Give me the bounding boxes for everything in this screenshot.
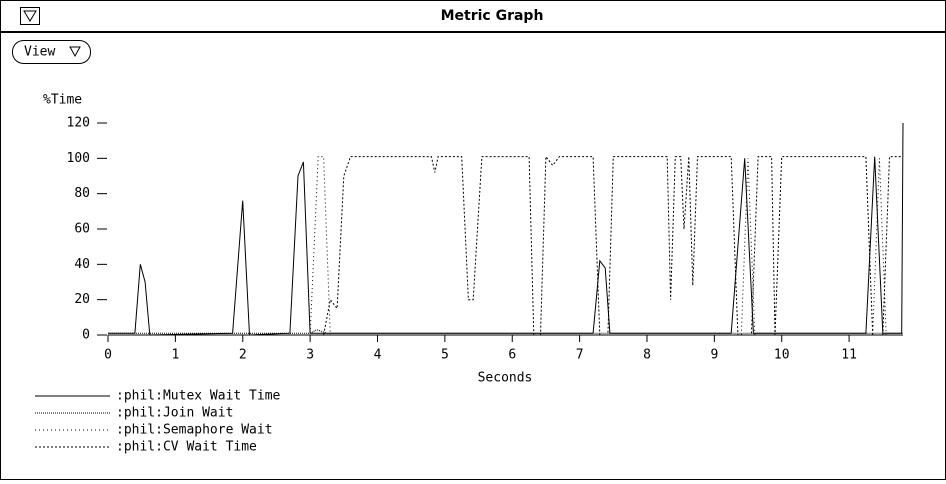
x-tick-label: 1 bbox=[171, 348, 179, 363]
x-tick-label: 2 bbox=[239, 348, 247, 363]
view-button-box bbox=[12, 40, 91, 64]
series-line bbox=[108, 156, 903, 336]
series-line bbox=[108, 155, 903, 336]
y-tick-label: 100 bbox=[67, 151, 90, 166]
window-title: Metric Graph bbox=[441, 8, 544, 24]
legend-label: :phil:Semaphore Wait bbox=[116, 423, 273, 438]
view-button-icon bbox=[69, 46, 81, 58]
x-tick-label: 6 bbox=[508, 348, 516, 363]
x-tick-label: 5 bbox=[441, 348, 449, 363]
y-tick-label: 0 bbox=[82, 328, 90, 343]
x-tick-label: 10 bbox=[774, 348, 790, 363]
x-tick-label: 4 bbox=[374, 348, 382, 363]
y-tick-label: 80 bbox=[74, 186, 90, 201]
legend-label: :phil:Join Wait bbox=[116, 406, 233, 421]
y-tick-label: 40 bbox=[74, 257, 90, 272]
window-menu-box bbox=[20, 7, 40, 25]
x-tick-label: 8 bbox=[643, 348, 651, 363]
legend-label: :phil:Mutex Wait Time bbox=[116, 389, 281, 404]
y-tick-label: 20 bbox=[74, 292, 90, 307]
y-tick-label: 120 bbox=[67, 116, 90, 131]
y-tick-label: 60 bbox=[74, 222, 90, 237]
window-menu-icon bbox=[23, 10, 37, 22]
series-line bbox=[108, 329, 903, 334]
x-tick-label: 0 bbox=[104, 348, 112, 363]
legend-label: :phil:CV Wait Time bbox=[116, 440, 257, 455]
y-axis-label: %Time bbox=[43, 93, 82, 108]
series-line bbox=[108, 122, 904, 336]
x-axis-label: Seconds bbox=[478, 371, 533, 386]
window-menu[interactable] bbox=[20, 7, 40, 25]
view-button[interactable]: View bbox=[12, 40, 91, 64]
x-tick-label: 7 bbox=[576, 348, 584, 363]
x-tick-label: 11 bbox=[841, 348, 857, 363]
x-tick-label: 9 bbox=[710, 348, 718, 363]
x-tick-label: 3 bbox=[306, 348, 314, 363]
view-button-label: View bbox=[24, 45, 55, 60]
